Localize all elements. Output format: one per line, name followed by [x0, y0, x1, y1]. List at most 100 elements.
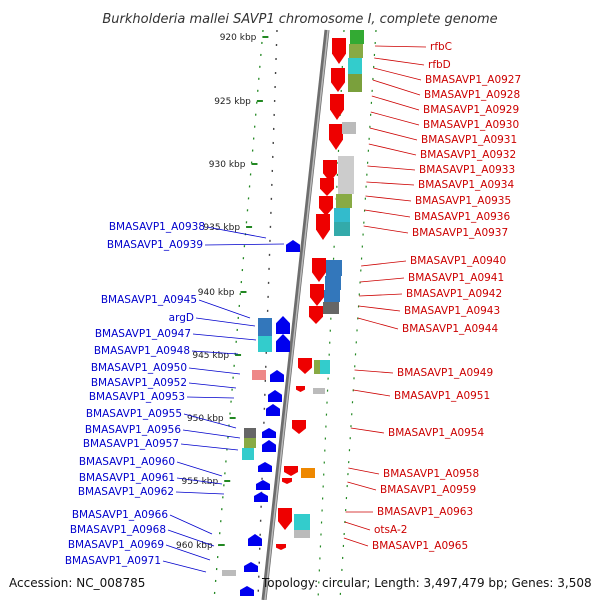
gene-label-right: BMASAVP1_A0949	[397, 367, 493, 379]
gene-feature-bar	[294, 514, 310, 530]
label-leader-line	[354, 369, 394, 374]
reverse-gene-arrow	[240, 586, 254, 596]
gene-feature-bar	[349, 44, 363, 58]
label-leader-line	[165, 544, 211, 561]
gene-label-right: BMASAVP1_A0928	[424, 89, 520, 101]
kbp-label: 945 kbp	[192, 351, 229, 361]
label-leader-line	[176, 477, 223, 485]
reverse-gene-arrow	[270, 370, 284, 382]
reverse-gene-arrow	[254, 492, 268, 502]
label-leader-line	[175, 491, 225, 495]
label-leader-line	[363, 225, 409, 234]
kbp-label: 950 kbp	[187, 414, 224, 424]
gene-label-left: BMASAVP1_A0969	[68, 539, 164, 551]
label-leader-line	[373, 67, 422, 81]
gene-label-left: BMASAVP1_A0952	[91, 377, 187, 389]
gene-label-left: BMASAVP1_A0966	[72, 509, 168, 521]
kbp-label: 930 kbp	[209, 160, 246, 170]
forward-gene-arrow	[310, 284, 324, 306]
gene-feature-bar	[323, 302, 339, 314]
label-leader-line	[359, 293, 403, 297]
gene-label-left: BMASAVP1_A0961	[79, 472, 175, 484]
gene-label-right: BMASAVP1_A0934	[418, 179, 514, 191]
label-leader-line	[367, 165, 416, 171]
label-leader-line	[188, 382, 237, 389]
gene-label-right: BMASAVP1_A0935	[415, 195, 511, 207]
label-leader-line	[183, 413, 237, 429]
forward-gene-arrow	[331, 68, 345, 92]
label-leader-line	[188, 367, 241, 375]
label-leader-line	[372, 79, 421, 96]
backbone-highlight	[264, 29, 329, 600]
gene-label-right: BMASAVP1_A0954	[388, 427, 484, 439]
label-leader-line	[182, 429, 241, 439]
gene-label-right: BMASAVP1_A0951	[394, 390, 490, 402]
label-leader-line	[162, 560, 207, 573]
kbp-label: 955 kbp	[182, 477, 219, 487]
gene-label-right: rfbD	[428, 59, 451, 71]
gene-feature-bar	[252, 370, 266, 380]
gene-feature-bar	[258, 336, 272, 352]
gene-label-right: BMASAVP1_A0933	[419, 164, 515, 176]
gene-feature-bar	[338, 176, 354, 194]
label-leader-line	[186, 396, 235, 399]
gene-label-right: BMASAVP1_A0942	[406, 288, 502, 300]
kbp-label: 940 kbp	[198, 288, 235, 298]
gene-feature-bar	[334, 222, 350, 236]
gene-feature-bar	[336, 194, 352, 208]
label-leader-line	[348, 467, 380, 475]
label-leader-line	[353, 389, 391, 397]
label-leader-line	[368, 143, 417, 156]
forward-gene-arrow	[284, 466, 298, 476]
label-leader-line	[371, 95, 420, 111]
gene-feature-bar	[350, 30, 364, 44]
gene-feature-bar	[244, 428, 256, 438]
gene-label-right: BMASAVP1_A0963	[377, 506, 473, 518]
gene-feature-bar	[348, 58, 362, 74]
label-leader-line	[180, 443, 239, 451]
label-leader-line	[343, 537, 369, 547]
gene-label-right: BMASAVP1_A0941	[408, 272, 504, 284]
gene-label-right: BMASAVP1_A0936	[414, 211, 510, 223]
gene-label-left: BMASAVP1_A0947	[95, 328, 191, 340]
kbp-label: 935 kbp	[203, 223, 240, 233]
label-leader-line	[357, 317, 399, 330]
gene-feature-bar	[294, 530, 310, 538]
gene-feature-bar	[314, 360, 324, 374]
gene-label-right: BMASAVP1_A0959	[380, 484, 476, 496]
label-leader-line	[361, 260, 407, 267]
forward-gene-arrow	[276, 544, 286, 550]
gene-label-right: BMASAVP1_A0944	[402, 323, 498, 335]
gene-label-left: BMASAVP1_A0948	[94, 345, 190, 357]
gene-feature-bar	[348, 74, 362, 92]
gene-label-right: otsA-2	[374, 524, 407, 536]
gene-feature-bar	[325, 276, 341, 290]
forward-gene-arrow	[309, 306, 323, 324]
forward-gene-arrow	[298, 358, 312, 374]
label-leader-line	[347, 481, 377, 491]
reverse-gene-arrow	[262, 428, 276, 438]
label-leader-line	[360, 277, 405, 283]
forward-gene-arrow	[330, 94, 344, 120]
gene-feature-bar	[338, 156, 354, 176]
gene-label-right: BMASAVP1_A0931	[421, 134, 517, 146]
reverse-gene-arrow	[276, 316, 290, 334]
label-leader-line	[350, 427, 385, 434]
gene-label-left: BMASAVP1_A0957	[83, 438, 179, 450]
gene-label-left: BMASAVP1_A0939	[107, 239, 203, 251]
forward-gene-arrow	[282, 478, 292, 484]
forward-gene-arrow	[323, 160, 337, 182]
gene-label-left: BMASAVP1_A0953	[89, 391, 185, 403]
reverse-gene-arrow	[258, 462, 272, 472]
gene-label-right: BMASAVP1_A0958	[383, 468, 479, 480]
label-leader-line	[370, 111, 420, 126]
forward-gene-arrow	[316, 214, 330, 240]
kbp-label: 925 kbp	[214, 97, 251, 107]
gene-feature-bar	[324, 290, 340, 302]
label-leader-line	[176, 461, 223, 477]
reverse-gene-arrow	[286, 240, 300, 252]
label-leader-line	[198, 299, 251, 319]
label-leader-line	[365, 195, 412, 202]
gene-feature-bar	[320, 360, 330, 374]
gene-feature-bar	[342, 122, 356, 134]
